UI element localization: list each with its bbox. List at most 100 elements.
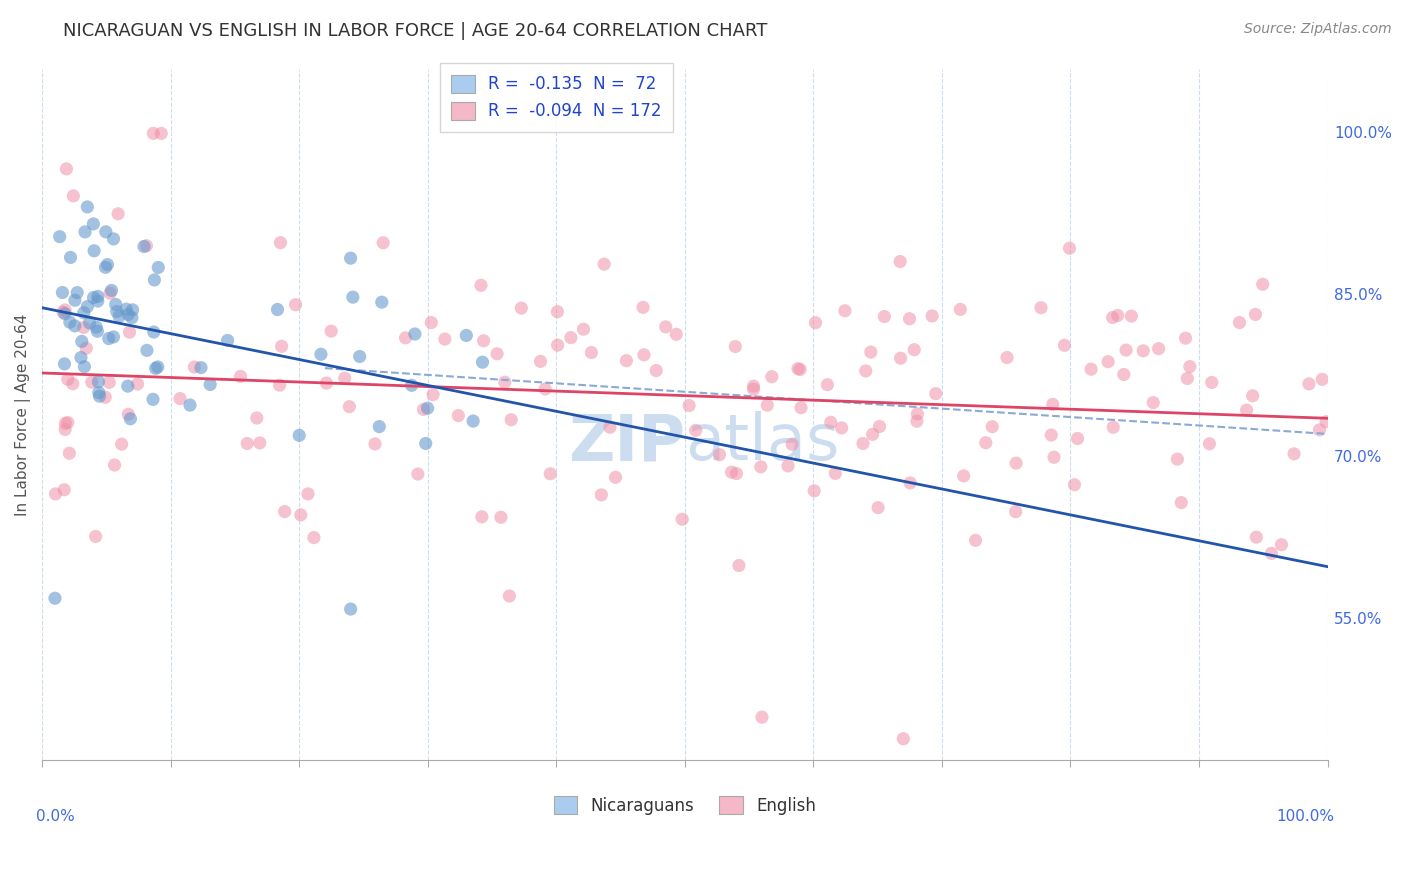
Point [117, 379, 139, 393]
Point [59, 251, 82, 265]
Point [52, 305, 75, 319]
Point [995, 351, 1018, 365]
Point [471, 355, 494, 369]
Point [62, 189, 84, 203]
Point [605, 470, 627, 484]
Point [1315, 415, 1337, 429]
Point [145, 361, 167, 376]
Point [869, 419, 891, 434]
Point [373, 235, 395, 250]
Point [100, 284, 122, 298]
Point [48, 229, 70, 244]
Point [83, 291, 105, 305]
Point [433, 332, 456, 346]
Point [53, 307, 76, 321]
Point [728, 558, 751, 573]
Point [142, 127, 165, 141]
Point [1229, 316, 1251, 330]
Point [229, 369, 252, 384]
Point [422, 387, 444, 401]
Point [720, 465, 742, 479]
Point [53, 303, 76, 318]
Point [1040, 428, 1063, 442]
Point [834, 303, 856, 318]
Point [599, 420, 621, 434]
Point [1175, 371, 1198, 385]
Point [1251, 277, 1274, 292]
Point [249, 436, 271, 450]
Point [87, 385, 110, 400]
Point [1112, 368, 1135, 382]
Text: Source: ZipAtlas.com: Source: ZipAtlas.com [1244, 22, 1392, 37]
Point [1042, 397, 1064, 411]
Point [89, 389, 111, 403]
Point [1166, 452, 1188, 467]
Point [889, 254, 911, 268]
Point [288, 428, 311, 442]
Point [780, 437, 803, 451]
Point [510, 301, 533, 315]
Point [416, 401, 439, 416]
Point [401, 378, 423, 392]
Point [142, 325, 165, 339]
Point [1308, 423, 1330, 437]
Point [183, 359, 205, 374]
Point [420, 316, 443, 330]
Point [55, 161, 77, 176]
Y-axis label: In Labor Force | Age 20-64: In Labor Force | Age 20-64 [15, 313, 31, 516]
Point [70, 334, 93, 349]
Point [893, 731, 915, 746]
Point [1053, 338, 1076, 352]
Point [86, 324, 108, 338]
Point [105, 304, 128, 318]
Point [82, 217, 104, 231]
Point [501, 413, 523, 427]
Point [981, 419, 1004, 434]
Point [73, 359, 96, 374]
Point [63, 318, 86, 333]
Point [824, 467, 846, 481]
Point [96, 258, 118, 272]
Point [631, 301, 654, 315]
Point [120, 412, 142, 426]
Point [321, 324, 343, 338]
Text: 55.0%: 55.0% [1334, 613, 1382, 627]
Point [1178, 359, 1201, 374]
Point [1101, 310, 1123, 325]
Point [1063, 477, 1085, 491]
Point [76, 300, 98, 314]
Point [685, 423, 707, 437]
Point [1115, 343, 1137, 357]
Point [103, 458, 125, 472]
Point [179, 398, 201, 412]
Point [103, 330, 125, 344]
Point [107, 207, 129, 221]
Point [486, 347, 509, 361]
Point [315, 376, 337, 390]
Point [859, 345, 882, 359]
Point [273, 504, 295, 518]
Point [1241, 389, 1264, 403]
Point [87, 289, 110, 303]
Point [270, 339, 292, 353]
Point [1244, 308, 1267, 322]
Point [44, 487, 66, 501]
Point [724, 340, 747, 354]
Point [371, 295, 394, 310]
Point [725, 467, 748, 481]
Legend: Nicaraguans, English: Nicaraguans, English [547, 789, 823, 822]
Point [266, 302, 288, 317]
Point [62, 376, 84, 391]
Point [1201, 376, 1223, 390]
Point [447, 409, 470, 423]
Point [84, 320, 107, 334]
Point [671, 512, 693, 526]
Point [898, 311, 921, 326]
Point [789, 362, 811, 376]
Point [143, 273, 166, 287]
Point [290, 508, 312, 522]
Point [494, 375, 516, 389]
Point [121, 302, 143, 317]
Point [150, 127, 173, 141]
Point [905, 407, 928, 421]
